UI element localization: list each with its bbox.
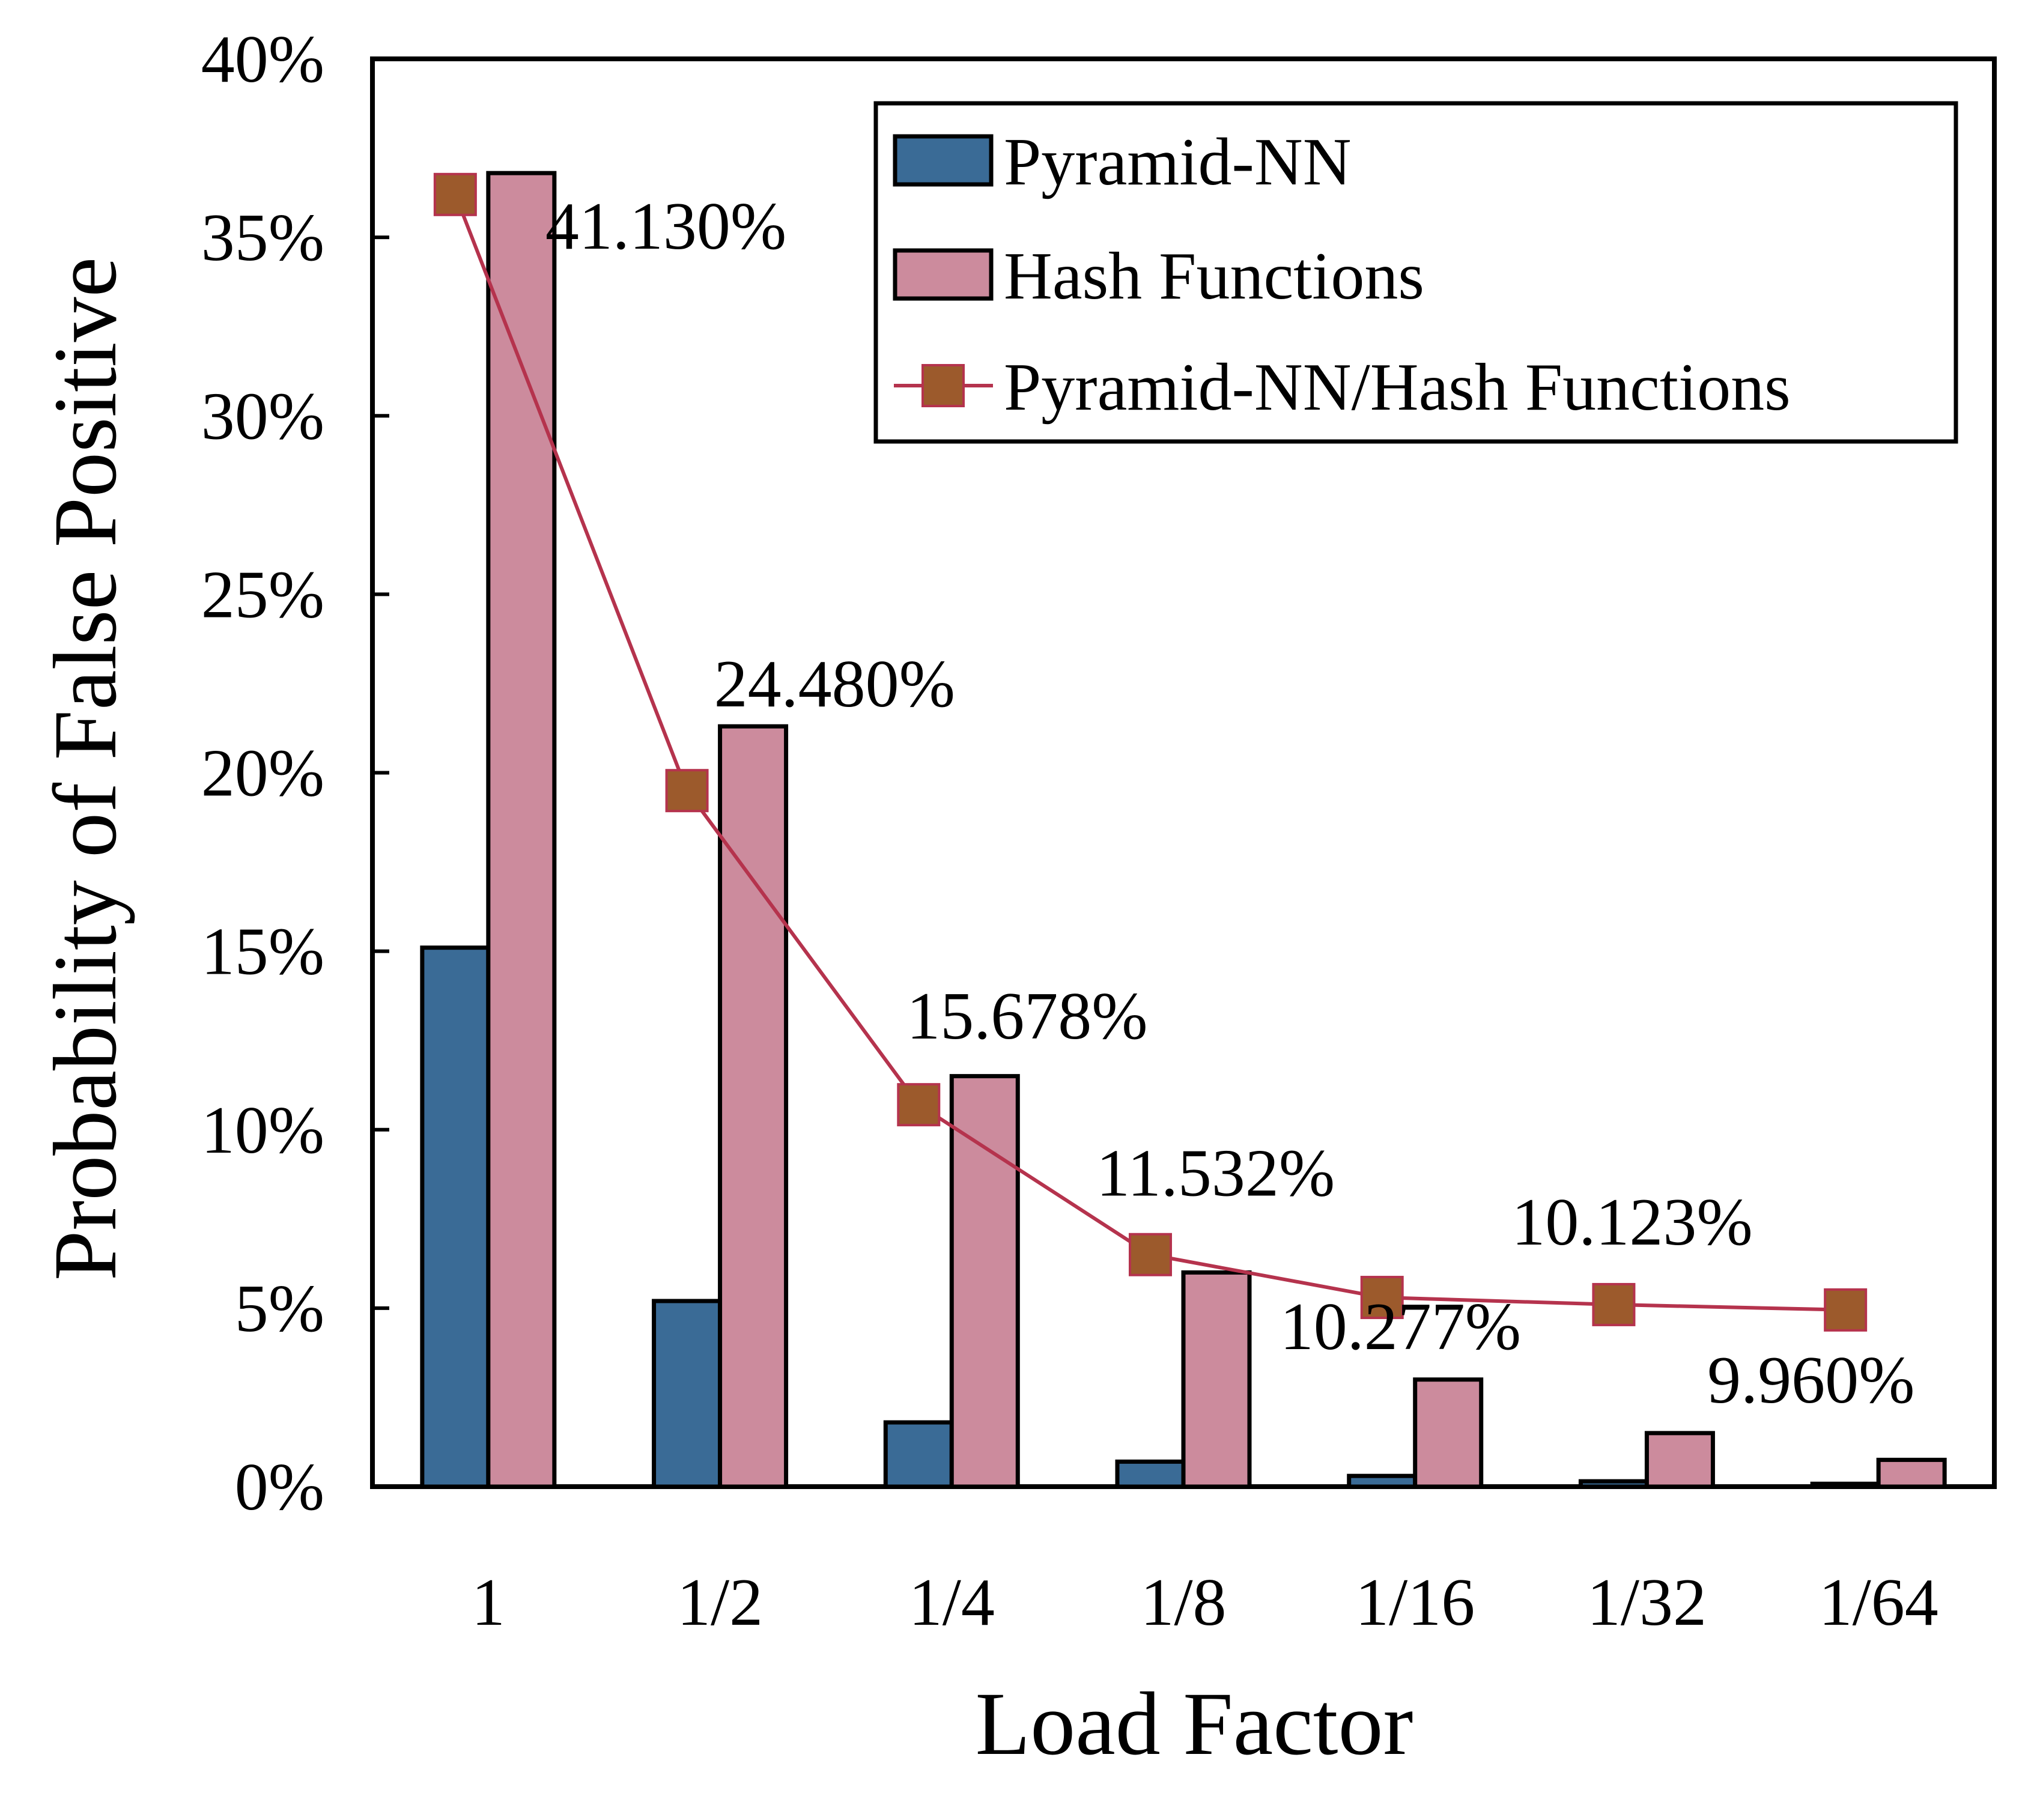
x-tick-label: 1/4	[909, 1565, 995, 1640]
y-tick-label: 0%	[235, 1450, 324, 1524]
hash-functions-bar	[718, 724, 789, 1489]
legend-label: Pyramid-NN	[1004, 125, 1352, 199]
ratio-line-layer	[433, 172, 1868, 1332]
x-tick-label: 1/2	[677, 1565, 763, 1640]
bars-layer	[420, 171, 1947, 1489]
x-tick-label: 1/16	[1355, 1565, 1475, 1640]
legend: Pyramid-NN Hash Functions Pyramid-NN/Hash …	[873, 101, 1958, 444]
hash-functions-bar	[1413, 1377, 1484, 1489]
y-tick-label: 35%	[201, 201, 324, 275]
axes-layer: 0% 5% 10% 15% 20% 25% 30% 35% 40% 1 1/2 1/4 1/8 1/16 1…	[201, 22, 1938, 1640]
y-tick-label: 40%	[201, 22, 324, 97]
ratio-data-label: 10.123%	[1511, 1185, 1752, 1260]
legend-box	[873, 101, 1958, 444]
x-axis-title: Load Factor	[976, 1674, 1413, 1774]
ratio-data-label: 24.480%	[714, 647, 955, 721]
pyramid-nn-bar	[1810, 1481, 1881, 1489]
ratio-data-label: 10.277%	[1280, 1290, 1521, 1364]
pyramid-nn-bar	[1347, 1473, 1418, 1489]
ratio-marker	[1360, 1276, 1404, 1320]
legend-swatch	[893, 134, 994, 187]
pyramid-nn-bar	[1578, 1479, 1649, 1489]
ratio-marker	[433, 172, 477, 216]
ratio-data-label: 41.130%	[545, 189, 786, 264]
y-tick-label: 15%	[201, 915, 324, 989]
ratio-data-label: 11.532%	[1096, 1136, 1335, 1211]
ratio-marker	[897, 1083, 941, 1127]
hash-functions-bar	[1181, 1270, 1252, 1489]
ratio-data-label: 15.678%	[906, 979, 1147, 1054]
y-tick-label: 5%	[235, 1272, 324, 1346]
legend-label: Hash Functions	[1004, 239, 1424, 314]
x-tick-label: 1/32	[1587, 1565, 1707, 1640]
y-tick-label: 20%	[201, 736, 324, 811]
ratio-marker	[1824, 1288, 1868, 1332]
x-tick-label: 1	[472, 1565, 505, 1640]
x-tick-label: 1/64	[1819, 1565, 1938, 1640]
pyramid-nn-bar	[1115, 1459, 1186, 1489]
pyramid-nn-bar	[652, 1299, 723, 1489]
x-tick-label: 1/8	[1140, 1565, 1226, 1640]
pyramid-nn-bar	[420, 945, 491, 1489]
hash-functions-bar	[486, 171, 557, 1489]
hash-functions-bar	[1644, 1431, 1715, 1489]
y-tick-label: 30%	[201, 379, 324, 453]
ratio-marker	[1129, 1233, 1172, 1276]
legend-swatch	[893, 248, 994, 301]
y-tick-label: 10%	[201, 1093, 324, 1168]
hash-functions-bar	[949, 1074, 1020, 1489]
hash-functions-bar	[1876, 1457, 1947, 1489]
legend-label: Pyramid-NN/Hash Functions	[1004, 350, 1791, 425]
legend-marker-swatch	[921, 364, 965, 407]
y-tick-label: 25%	[201, 557, 324, 632]
pyramid-nn-bar	[883, 1420, 954, 1489]
ratio-data-label: 9.960%	[1707, 1343, 1914, 1418]
data-labels-layer: 41.130% 24.480% 15.678% 11.532% 10.277% 10.12…	[545, 189, 1915, 1418]
ratio-marker	[665, 769, 709, 813]
ratio-marker	[1592, 1282, 1636, 1326]
y-axis-title: Probability of False Positive	[35, 257, 135, 1281]
